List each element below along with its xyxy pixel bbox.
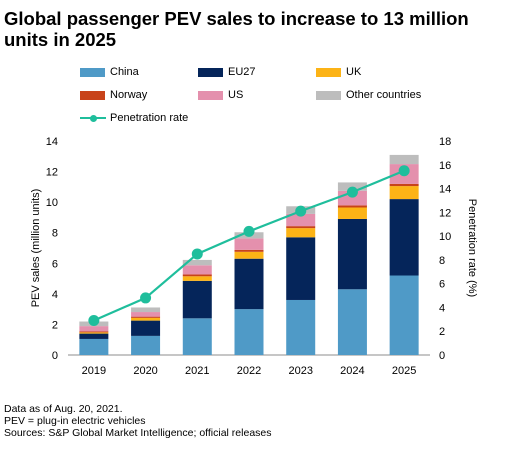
bar-norway [389, 183, 419, 187]
legend-label-uk: UK [346, 66, 362, 78]
bar-china [182, 318, 212, 355]
x-tick-label: 2021 [185, 365, 209, 377]
bar-us [79, 326, 109, 332]
y-tick-label: 12 [46, 167, 58, 179]
y2-tick-label: 6 [439, 279, 445, 291]
bar-us [286, 213, 316, 227]
penetration-rate-point [140, 292, 152, 304]
legend-swatch-eu27 [198, 68, 223, 77]
penetration-rate-point [88, 315, 100, 327]
legend-label-eu27: EU27 [228, 66, 256, 78]
bar-uk [131, 317, 161, 321]
bar-norway [337, 205, 367, 208]
bar-eu27 [337, 218, 367, 290]
y2-tick-label: 4 [439, 302, 445, 314]
bar-eu27 [234, 258, 264, 310]
x-tick-label: 2025 [392, 365, 416, 377]
bar-uk [389, 186, 419, 200]
bar-eu27 [389, 199, 419, 276]
bar-uk [234, 251, 264, 259]
bar-china [131, 335, 161, 355]
chart-title: Global passenger PEV sales to increase t… [4, 8, 469, 50]
y-axis-title: PEV sales (million units) [30, 189, 42, 308]
note-sources: Sources: S&P Global Market Intelligence;… [4, 427, 272, 439]
bar-eu27 [131, 320, 161, 336]
penetration-rate-point [243, 225, 255, 237]
legend-label-norway: Norway [110, 89, 148, 101]
bar-norway [182, 274, 212, 277]
legend-label-us: US [228, 89, 244, 101]
bar-other-countries [389, 154, 419, 165]
penetration-rate-point [346, 186, 358, 198]
bar-china [389, 275, 419, 355]
y-tick-label: 14 [46, 136, 58, 148]
penetration-rate-point [295, 205, 307, 217]
y-tick-label: 6 [52, 258, 58, 270]
legend-dot-penetration [90, 114, 97, 122]
note-date: Data as of Aug. 20, 2021. [4, 403, 123, 415]
x-tick-label: 2020 [133, 365, 157, 377]
bar-norway [131, 316, 161, 318]
bar-uk [182, 276, 212, 281]
y-tick-label: 4 [52, 289, 58, 301]
y-tick-label: 8 [52, 228, 58, 240]
bar-china [234, 309, 264, 355]
penetration-rate-point [398, 165, 410, 177]
penetration-rate-point [191, 248, 203, 260]
bar-eu27 [79, 333, 109, 339]
y-tick-label: 0 [52, 350, 58, 362]
y-tick-label: 2 [52, 319, 58, 331]
bar-uk [79, 332, 109, 334]
legend-swatch-norway [80, 91, 105, 100]
bar-norway [234, 249, 264, 252]
footnotes: Data as of Aug. 20, 2021. PEV = plug-in … [4, 403, 272, 439]
bar-us [182, 265, 212, 275]
legend-swatch-other [316, 91, 341, 100]
y2-tick-label: 12 [439, 207, 451, 219]
bar-uk [286, 228, 316, 238]
y2-tick-label: 8 [439, 255, 445, 267]
bar-us [234, 238, 264, 250]
y2-tick-label: 2 [439, 326, 445, 338]
bar-other-countries [182, 259, 212, 266]
bar-us [131, 312, 161, 317]
bar-norway [286, 226, 316, 229]
bar-norway [79, 331, 109, 333]
y-tick-label: 10 [46, 197, 58, 209]
y2-tick-label: 16 [439, 160, 451, 172]
note-pev-definition: PEV = plug-in electric vehicles [4, 415, 146, 427]
bar-other-countries [131, 307, 161, 313]
bar-china [337, 289, 367, 355]
y2-tick-label: 14 [439, 184, 451, 196]
bar-china [79, 338, 109, 355]
x-tick-label: 2022 [237, 365, 261, 377]
x-tick-label: 2024 [340, 365, 364, 377]
y2-axis-title: Penetration rate (%) [466, 199, 478, 297]
x-tick-label: 2019 [82, 365, 106, 377]
y2-tick-label: 18 [439, 136, 451, 148]
legend-swatch-uk [316, 68, 341, 77]
y2-tick-label: 0 [439, 350, 445, 362]
legend-label-other: Other countries [346, 89, 422, 101]
bar-eu27 [286, 237, 316, 300]
x-tick-label: 2023 [288, 365, 312, 377]
legend-label-penetration: Penetration rate [110, 112, 189, 124]
y2-tick-label: 10 [439, 231, 451, 243]
legend-label-china: China [110, 66, 139, 78]
bar-uk [337, 207, 367, 219]
legend-swatch-us [198, 91, 223, 100]
legend-swatch-china [80, 68, 105, 77]
bar-eu27 [182, 280, 212, 319]
bar-china [286, 299, 316, 355]
chart-area: 0 2 4 6 8 10 12 14 0 2 4 6 8 10 12 14 16 18 PEV sales (mil… [30, 136, 478, 377]
